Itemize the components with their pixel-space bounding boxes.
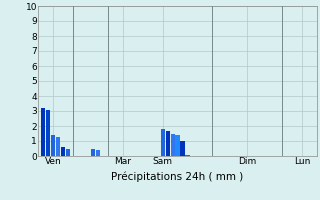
Bar [46, 110, 51, 156]
Bar [56, 137, 60, 156]
X-axis label: Précipitations 24h ( mm ): Précipitations 24h ( mm ) [111, 172, 244, 182]
Bar [96, 150, 100, 156]
Bar [66, 148, 70, 156]
Bar [180, 141, 185, 156]
Bar [51, 135, 55, 156]
Bar [161, 129, 165, 156]
Bar [61, 147, 65, 156]
Bar [41, 108, 45, 156]
Bar [165, 130, 170, 156]
Bar [185, 154, 190, 156]
Bar [171, 134, 175, 156]
Bar [175, 135, 180, 156]
Bar [91, 148, 95, 156]
